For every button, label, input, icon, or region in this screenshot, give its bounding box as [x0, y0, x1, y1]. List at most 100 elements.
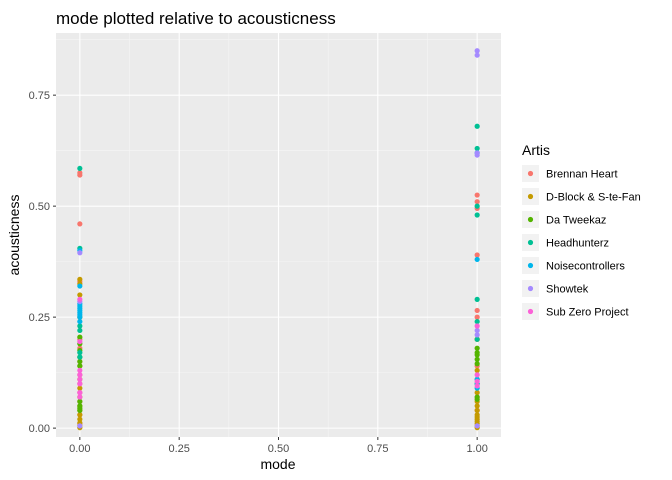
data-point: [474, 390, 480, 396]
data-point: [474, 314, 480, 320]
data-point: [474, 327, 480, 334]
data-point: [474, 396, 480, 402]
legend-label: Sub Zero Project: [546, 307, 629, 319]
y-axis: 0.00 0.25 0.50 0.75: [29, 90, 56, 435]
data-point: [77, 327, 83, 334]
data-point: [474, 212, 480, 218]
series-6: [77, 296, 480, 400]
legend-swatch: [527, 308, 534, 315]
data-point: [474, 192, 480, 198]
y-tick-label: 0.75: [29, 90, 50, 102]
data-point: [474, 372, 480, 378]
legend-swatch: [527, 262, 534, 269]
data-point: [77, 221, 83, 227]
data-point: [474, 367, 480, 374]
y-tick-label: 0.00: [29, 423, 50, 435]
x-tick-label: 0.75: [367, 443, 388, 455]
data-point: [77, 407, 83, 413]
data-point: [77, 165, 83, 172]
x-tick-label: 1.00: [466, 443, 487, 455]
data-point: [474, 323, 480, 329]
data-point: [474, 307, 480, 314]
data-point: [77, 292, 83, 298]
data-point: [474, 345, 480, 351]
data-point: [77, 283, 83, 289]
legend-label: D-Block & S-te-Fan: [546, 192, 641, 204]
legend-item: Showtek: [522, 280, 589, 297]
data-point: [77, 314, 83, 320]
data-point: [77, 394, 83, 400]
data-point: [77, 323, 83, 329]
legend-swatch: [527, 285, 534, 292]
legend-label: Brennan Heart: [546, 169, 618, 181]
data-point: [474, 361, 480, 367]
data-point: [77, 398, 83, 405]
y-tick-label: 0.50: [29, 201, 50, 213]
data-point: [77, 390, 83, 396]
legend-label: Showtek: [546, 284, 589, 296]
y-tick-label: 0.25: [29, 312, 50, 324]
legend-swatch: [527, 170, 534, 177]
data-point: [77, 350, 83, 356]
data-point: [474, 318, 480, 325]
data-point: [474, 352, 480, 358]
data-point: [474, 356, 480, 362]
legend-item: Brennan Heart: [522, 165, 618, 182]
data-point: [77, 367, 83, 374]
x-tick-label: 0.50: [268, 443, 289, 455]
data-point: [77, 170, 83, 176]
data-point: [474, 145, 480, 152]
data-point: [474, 336, 480, 342]
data-point: [474, 48, 480, 54]
data-point: [474, 296, 480, 302]
data-point: [77, 412, 83, 418]
legend-item: Headhunterz: [522, 234, 609, 251]
data-point: [77, 372, 83, 378]
data-point: [77, 318, 83, 325]
legend-label: Noisecontrollers: [546, 261, 625, 273]
data-point: [474, 123, 480, 129]
data-point: [77, 334, 83, 340]
major-gridlines: [56, 33, 501, 437]
data-point: [77, 423, 83, 429]
x-tick-label: 0.00: [69, 443, 90, 455]
legend-items: Brennan Heart D-Block & S-te-Fan Da Tweeka…: [522, 165, 641, 320]
data-point: [474, 383, 480, 389]
legend-item: Noisecontrollers: [522, 257, 625, 274]
data-point: [77, 358, 83, 365]
data-point: [77, 296, 83, 302]
legend-item: D-Block & S-te-Fan: [522, 188, 641, 205]
legend-swatch: [527, 216, 534, 223]
y-axis-title: acousticness: [6, 195, 22, 276]
data-point: [474, 252, 480, 258]
data-point: [77, 385, 83, 391]
data-point: [474, 152, 480, 158]
data-point: [77, 363, 83, 369]
data-point: [474, 403, 480, 409]
data-point: [77, 376, 83, 382]
chart-title: mode plotted relative to acousticness: [56, 9, 336, 28]
data-point: [77, 338, 83, 345]
legend-swatch: [527, 193, 534, 200]
x-axis: 0.00 0.25 0.50 0.75 1.00: [69, 437, 488, 455]
data-point: [474, 423, 480, 429]
legend-item: Sub Zero Project: [522, 303, 629, 320]
legend-label: Da Tweekaz: [546, 215, 606, 227]
data-point: [77, 250, 83, 256]
x-tick-label: 0.25: [168, 443, 189, 455]
data-point: [77, 276, 83, 282]
data-point: [474, 203, 480, 209]
data-point: [474, 199, 480, 205]
data-point: [474, 52, 480, 58]
legend-swatch: [527, 239, 534, 246]
data-points: [77, 48, 480, 431]
x-axis-title: mode: [260, 456, 295, 472]
data-point: [474, 332, 480, 338]
data-point: [77, 354, 83, 360]
legend: Artis Brennan Heart D-Block & S-te-Fan Da …: [522, 142, 641, 320]
data-point: [474, 407, 480, 413]
data-point: [77, 381, 83, 387]
data-point: [474, 256, 480, 263]
legend-label: Headhunterz: [546, 238, 609, 250]
